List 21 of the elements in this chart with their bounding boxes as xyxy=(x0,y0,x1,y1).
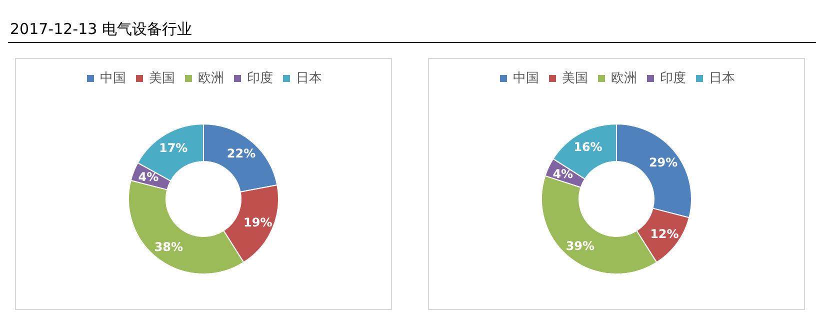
data-label: 12% xyxy=(650,226,679,241)
legend-label: 中国 xyxy=(100,71,126,86)
data-label: 4% xyxy=(552,166,574,181)
legend-label: 日本 xyxy=(296,71,322,86)
data-label: 4% xyxy=(138,170,159,184)
legend-label: 印度 xyxy=(247,70,273,86)
legend-label: 欧洲 xyxy=(198,71,224,86)
legend-label: 美国 xyxy=(562,70,588,86)
data-label: 22% xyxy=(226,146,256,160)
data-label: 39% xyxy=(566,238,595,253)
data-label: 29% xyxy=(648,156,678,170)
data-label: 19% xyxy=(244,216,272,230)
chart-title: 2017-12-13 电气设备行业 xyxy=(10,20,192,39)
data-label: 38% xyxy=(154,240,184,254)
data-label: 17% xyxy=(158,141,188,155)
legend-label: 印度 xyxy=(660,70,686,86)
legend-label: 日本 xyxy=(709,71,735,86)
legend-label: 中国 xyxy=(513,71,539,86)
legend-label: 美国 xyxy=(149,70,175,86)
legend-label: 欧洲 xyxy=(611,71,637,86)
data-label: 16% xyxy=(574,140,602,154)
